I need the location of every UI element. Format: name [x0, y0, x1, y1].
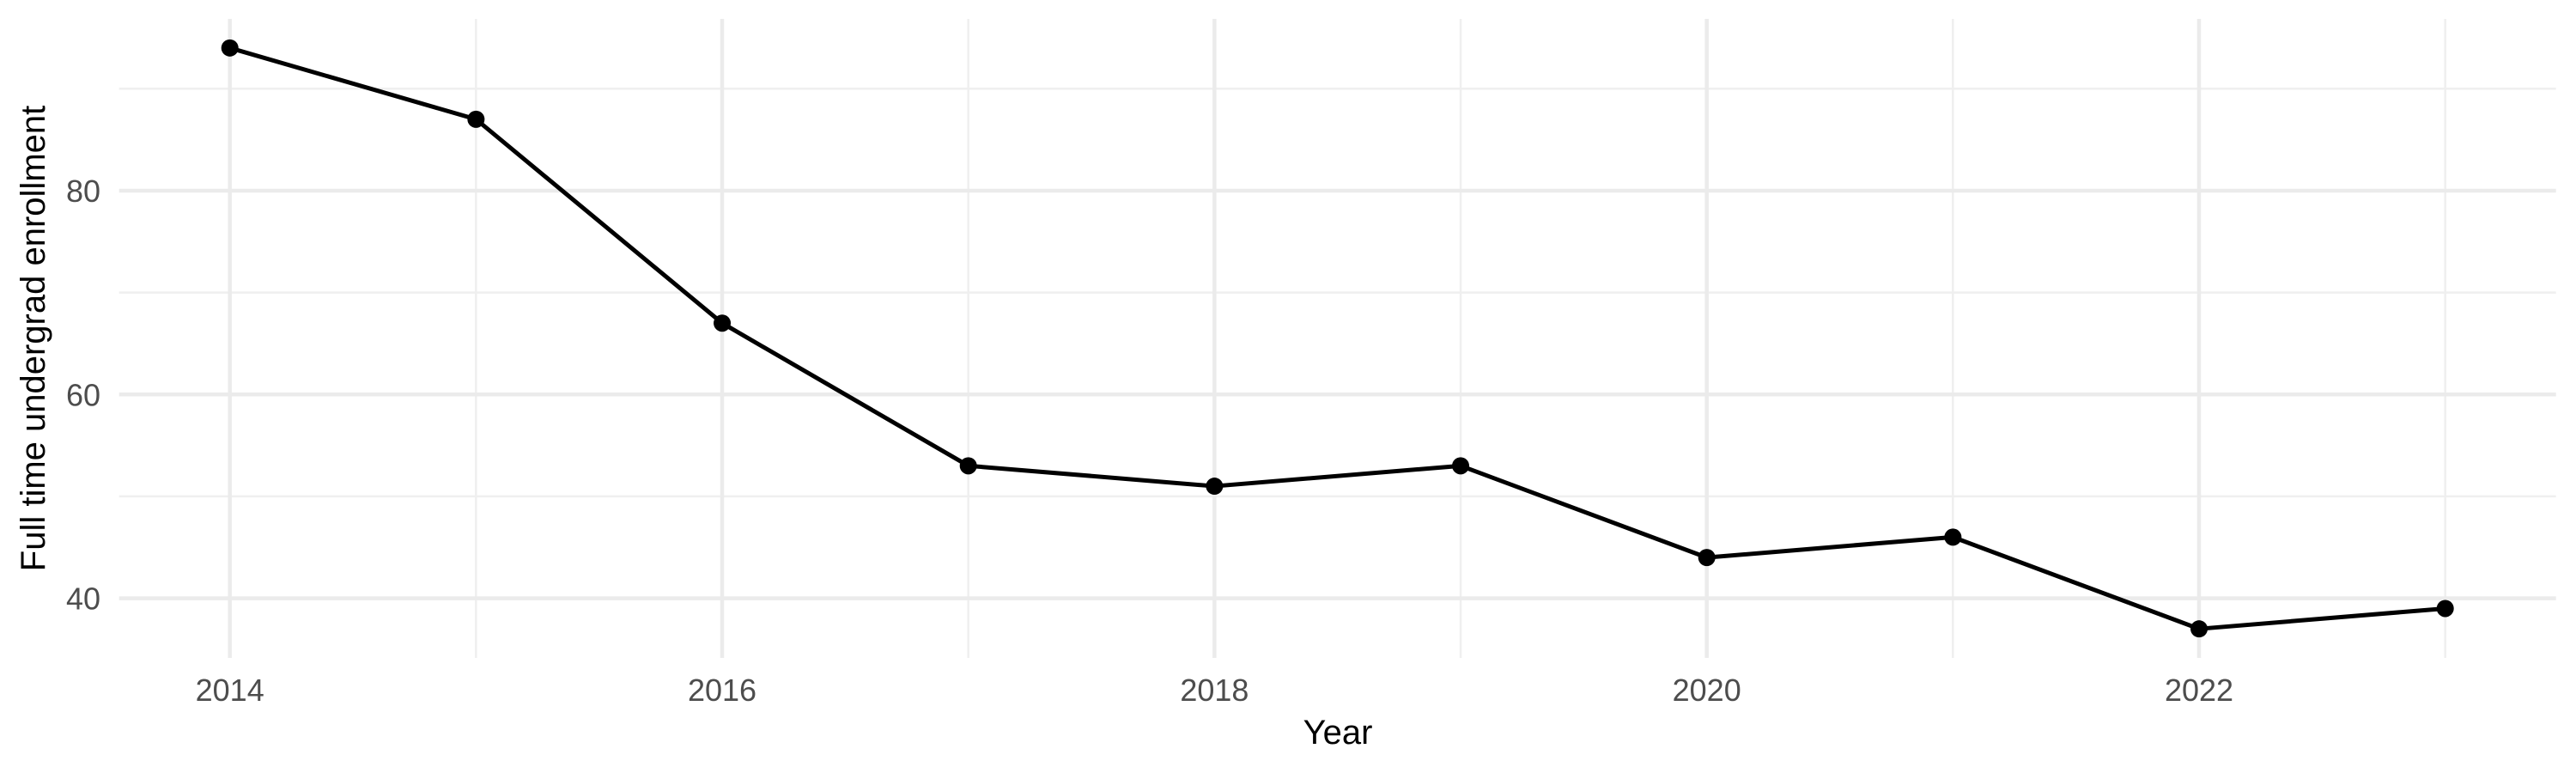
data-point-2023 [2436, 600, 2454, 618]
data-point-2016 [714, 314, 732, 332]
enrollment-line [228, 46, 2448, 631]
data-point-2017 [959, 457, 977, 475]
data-point-2019 [1452, 457, 1470, 475]
x-axis-tick-labels: 2014 2016 2018 2020 2022 [196, 673, 2233, 708]
x-axis-title: Year [1303, 714, 1373, 752]
x-tick-label-2022: 2022 [2165, 673, 2233, 708]
y-tick-label-80: 80 [66, 173, 100, 209]
x-tick-label-2016: 2016 [688, 673, 756, 708]
data-point-2022 [2190, 620, 2208, 638]
data-point-2021 [1944, 528, 1962, 546]
minor-gridlines [118, 19, 2556, 658]
data-point-2014 [221, 39, 239, 57]
x-tick-label-2014: 2014 [196, 673, 264, 708]
x-tick-label-2020: 2020 [1673, 673, 1741, 708]
y-axis-title: Full time undergrad enrollment [15, 106, 52, 571]
data-point-2020 [1698, 549, 1716, 567]
y-tick-label-40: 40 [66, 581, 100, 617]
y-axis-tick-labels: 40 60 80 [66, 173, 100, 617]
major-gridlines [118, 19, 2556, 658]
data-point-2018 [1206, 478, 1224, 496]
data-point-2015 [467, 110, 485, 128]
data-series [221, 39, 2454, 638]
x-tick-label-2018: 2018 [1180, 673, 1249, 708]
y-tick-label-60: 60 [66, 377, 100, 412]
